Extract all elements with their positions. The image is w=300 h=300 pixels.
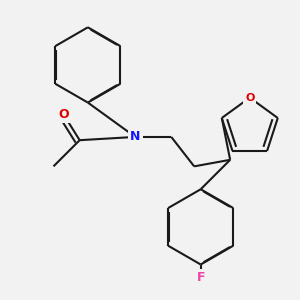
Text: O: O (245, 93, 254, 103)
Text: N: N (130, 130, 140, 143)
Text: F: F (196, 271, 205, 284)
Text: O: O (58, 107, 69, 121)
